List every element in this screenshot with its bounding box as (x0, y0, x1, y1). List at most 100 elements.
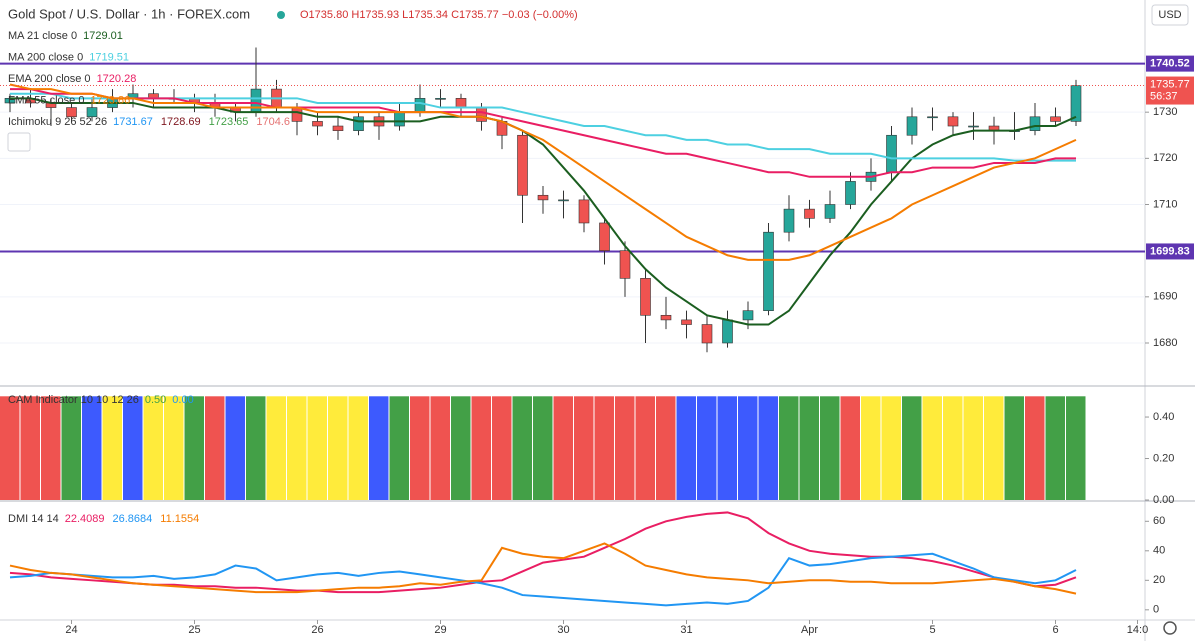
bar (348, 396, 368, 500)
x-tick-label: Apr (801, 624, 818, 636)
candle-body (353, 116, 364, 131)
candle-body (927, 116, 938, 119)
legend-value: 22.4089 (65, 513, 105, 525)
bar (984, 396, 1004, 500)
bar (184, 396, 204, 500)
bar (1004, 396, 1024, 500)
plot-area: 1680 1690 1710 1720 1730 1740.52 1699.83 1735.7… (0, 30, 1194, 636)
bar (738, 396, 758, 500)
series-line (10, 88, 1076, 178)
x-tick-label: 5 (929, 624, 935, 636)
legend-name: EMA 55 close 0 (8, 94, 84, 106)
bar (963, 396, 983, 500)
level-label: 1699.83 (1150, 245, 1190, 257)
bar (820, 396, 840, 500)
bar (1025, 396, 1045, 500)
bar (553, 396, 573, 500)
y-tick-label: 20 (1153, 574, 1165, 586)
legend-value: 1728.69 (161, 116, 201, 128)
x-tick-label: 25 (188, 624, 200, 636)
bar (246, 396, 266, 500)
legend-name: Ichimoku 9 26 52 26 (8, 116, 107, 128)
legend-value: 1731.67 (113, 116, 153, 128)
countdown: 56:37 (1150, 90, 1178, 102)
bar (881, 396, 901, 500)
bar (287, 396, 307, 500)
level-label-bg (1146, 55, 1194, 72)
candle-body (537, 194, 549, 201)
bar (451, 396, 471, 500)
bar (533, 396, 553, 500)
y-tick-label: 60 (1153, 515, 1165, 527)
series-line (10, 92, 1076, 162)
legend-value: 26.8684 (113, 513, 153, 525)
ohlc: O1735.80 H1735.93 L1735.34 C1735.77 −0.0… (300, 9, 578, 21)
bar (615, 396, 635, 500)
bar (574, 396, 594, 500)
y-tick-label: 0.20 (1153, 452, 1174, 464)
bar (225, 396, 245, 500)
bar (328, 396, 348, 500)
x-tick-label: 24 (65, 624, 77, 636)
bar (697, 396, 717, 500)
candle-body (517, 134, 528, 196)
bar (902, 396, 922, 500)
bar (143, 396, 163, 500)
candle-body (250, 88, 262, 113)
y-tick-label: 1720 (1153, 152, 1177, 164)
x-tick-label: 31 (680, 624, 692, 636)
bar (676, 396, 696, 500)
bar (0, 396, 20, 500)
bar (61, 396, 81, 500)
bar (307, 396, 327, 500)
legend-value: 1704.6 (256, 116, 290, 128)
legend-value: 0.00 (172, 394, 193, 406)
candle-body (640, 278, 651, 316)
y-tick-label: 40 (1153, 545, 1165, 557)
bar (266, 396, 286, 500)
series-line (9, 542, 1077, 595)
bar (102, 396, 122, 500)
series-line (10, 97, 1077, 326)
candle-body (886, 134, 897, 173)
candle-body (86, 107, 98, 118)
last-price-label: 1735.77 (1150, 78, 1190, 90)
candle-body (906, 116, 918, 136)
candle-body (1070, 85, 1082, 122)
candle-body (558, 199, 569, 202)
bar (861, 396, 881, 500)
bar (717, 396, 737, 500)
bar (410, 396, 430, 500)
y-tick-label: 1730 (1153, 106, 1177, 118)
x-tick-label: 6 (1052, 624, 1058, 636)
collapse-button[interactable] (7, 132, 31, 152)
bar (164, 396, 184, 500)
legend-value: 1723.65 (209, 116, 249, 128)
panel-title: CAM Indicator 10 10 12 26 (8, 394, 139, 406)
candle-body (681, 319, 692, 325)
candle-body (394, 111, 405, 127)
candle-body (578, 199, 590, 224)
level-label: 1740.52 (1150, 58, 1190, 70)
bar (799, 396, 819, 500)
settings-icon[interactable] (1163, 621, 1177, 635)
currency-box (1151, 4, 1189, 26)
candle-body (722, 319, 733, 344)
symbol-title: Gold Spot / U.S. Dollar · 1h · FOREX.com (8, 6, 250, 21)
candle-body (414, 98, 426, 113)
bar (840, 396, 860, 500)
bar (369, 396, 389, 500)
candle-body (763, 231, 774, 311)
bar (123, 396, 143, 500)
overlay: Gold Spot / U.S. Dollar · 1h · FOREX.com… (7, 4, 1189, 635)
candle-body (742, 310, 754, 321)
candle-body (947, 116, 959, 127)
candle-body (804, 208, 815, 219)
legend-name: EMA 200 close 0 (8, 73, 91, 85)
bar (779, 396, 799, 500)
x-tick-label: 30 (557, 624, 569, 636)
legend-value: 11.1554 (160, 513, 199, 525)
candle-body (476, 107, 487, 122)
